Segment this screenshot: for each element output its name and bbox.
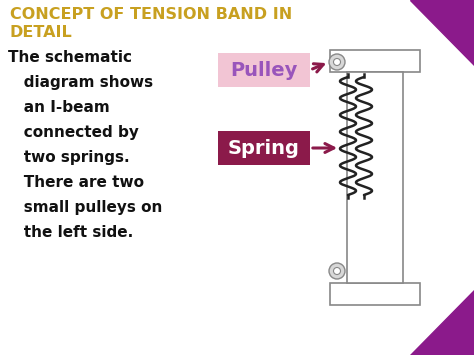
Circle shape [329,263,345,279]
Circle shape [334,268,340,274]
Bar [347,72,403,283]
Text: small pulleys on: small pulleys on [8,200,163,215]
Text: Spring: Spring [228,138,300,158]
FancyBboxPatch shape [218,53,310,87]
Polygon shape [410,290,474,355]
FancyBboxPatch shape [218,131,310,165]
Text: diagram shows: diagram shows [8,75,153,90]
Circle shape [329,54,345,70]
Bar [330,283,420,305]
Polygon shape [410,0,474,65]
Text: The schematic: The schematic [8,50,132,65]
Text: the left side.: the left side. [8,225,133,240]
Text: two springs.: two springs. [8,150,129,165]
Text: an I-beam: an I-beam [8,100,110,115]
Text: DETAIL: DETAIL [10,25,73,40]
Circle shape [334,59,340,66]
Text: connected by: connected by [8,125,139,140]
Text: CONCEPT OF TENSION BAND IN: CONCEPT OF TENSION BAND IN [10,7,292,22]
Text: Pulley: Pulley [230,60,298,80]
Bar [330,50,420,72]
Text: There are two: There are two [8,175,144,190]
